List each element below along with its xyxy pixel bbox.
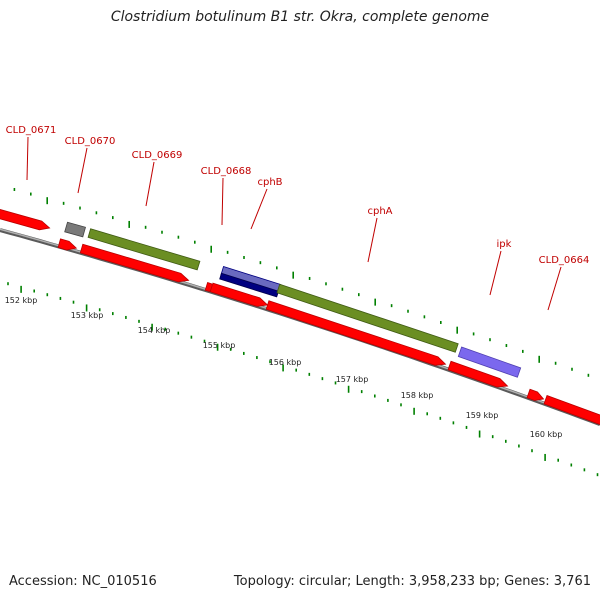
kbp-label: 160 kbp xyxy=(530,430,563,439)
gene-feature xyxy=(79,243,190,283)
kbp-label: 156 kbp xyxy=(269,358,302,367)
callout-line xyxy=(26,136,29,181)
gene-feature xyxy=(265,300,447,366)
callout-line xyxy=(221,177,224,226)
upper-tick-track xyxy=(13,187,590,377)
kbp-label: 158 kbp xyxy=(401,391,434,400)
gene-label: ipk xyxy=(497,239,512,250)
gene-feature xyxy=(0,209,51,231)
kbp-label: 157 kbp xyxy=(336,375,369,384)
kbp-label: 153 kbp xyxy=(71,311,104,320)
gene-feature xyxy=(457,346,522,378)
gene-label: cphA xyxy=(367,206,392,217)
gene-feature xyxy=(87,228,201,271)
kbp-label: 154 kbp xyxy=(138,326,171,335)
gene-feature xyxy=(447,360,509,388)
kbp-label: 152 kbp xyxy=(5,296,38,305)
gene-callouts: CLD_0671 CLD_0670 CLD_0669 CLD_0668 cphB cphA… xyxy=(6,125,590,311)
callout-line xyxy=(77,147,88,194)
accession-text: Accession: NC_010516 xyxy=(9,574,157,589)
gene-label: CLD_0670 xyxy=(65,136,116,147)
gene-feature xyxy=(64,221,86,238)
gene-feature xyxy=(57,238,78,251)
callout-line xyxy=(547,266,562,311)
gene-label: cphB xyxy=(257,177,282,188)
genome-summary: Topology: circular; Length: 3,958,233 bp… xyxy=(233,574,591,589)
kbp-labels: 152 kbp 153 kbp 154 kbp 155 kbp 156 kbp 157 k… xyxy=(5,296,563,439)
kbp-label: 155 kbp xyxy=(203,341,236,350)
kbp-label: 159 kbp xyxy=(466,411,499,420)
gene-label: CLD_0664 xyxy=(539,255,590,266)
gene-feature xyxy=(209,282,269,307)
lower-tick-track xyxy=(7,282,599,477)
callout-line xyxy=(489,250,502,296)
gene-label: CLD_0669 xyxy=(132,150,183,161)
callout-line xyxy=(367,217,378,263)
gene-label: CLD_0671 xyxy=(6,125,57,136)
gene-feature xyxy=(276,283,459,353)
gene-feature xyxy=(526,388,545,401)
genome-backbone-highlight xyxy=(0,228,600,425)
callout-line xyxy=(250,188,268,230)
callout-line xyxy=(145,161,155,207)
feature-track xyxy=(0,209,600,426)
gene-label: CLD_0668 xyxy=(201,166,252,177)
genome-backbone xyxy=(0,228,600,426)
gene-feature xyxy=(219,272,280,298)
gene-feature xyxy=(543,394,600,425)
map-title: Clostridium botulinum B1 str. Okra, comp… xyxy=(110,9,490,25)
